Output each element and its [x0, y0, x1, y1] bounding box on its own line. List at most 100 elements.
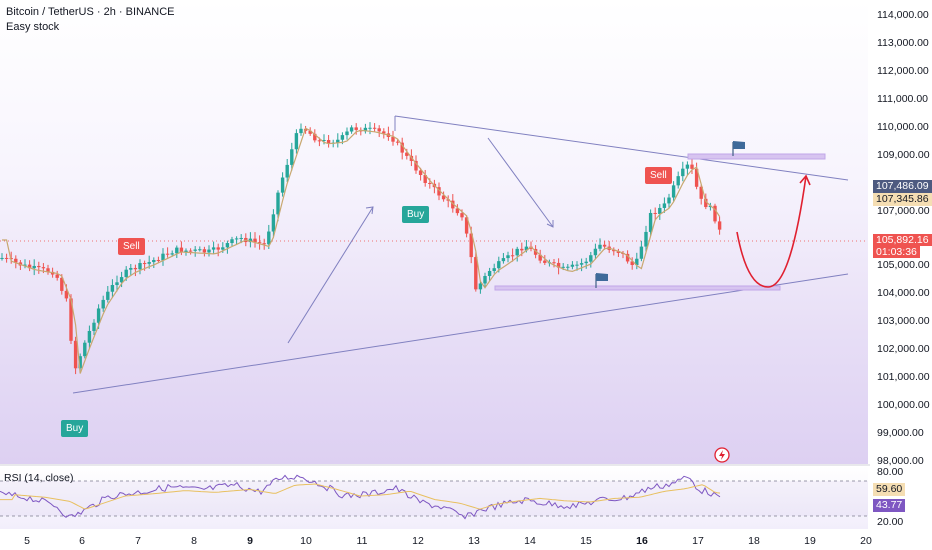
candle-body [336, 139, 340, 143]
candle-body [474, 257, 478, 290]
candle-body [455, 208, 460, 214]
candle-body [717, 221, 722, 230]
forecast-curve[interactable] [736, 175, 807, 288]
candle-body [492, 268, 496, 271]
price-tick: 103,000.00 [877, 315, 930, 327]
candle-body [326, 139, 331, 144]
support-trendline[interactable] [72, 273, 849, 394]
price-tick: 102,000.00 [877, 343, 930, 355]
rsi-tick: 80.00 [877, 466, 904, 478]
candle-body [322, 139, 326, 141]
candle-body [423, 175, 427, 183]
candle-body [681, 168, 685, 177]
up-arrowhead [365, 206, 374, 215]
candle-body [699, 186, 703, 199]
candle-body [515, 248, 519, 256]
candle-body [262, 243, 266, 245]
candle-body [179, 247, 184, 253]
candlesticks [0, 122, 722, 375]
candle-body [101, 299, 105, 309]
candle-body [147, 262, 151, 264]
candle-body [405, 152, 409, 156]
time-tick: 6 [79, 535, 85, 547]
time-tick: 19 [804, 535, 816, 547]
candle-body [280, 177, 285, 193]
sell-signal[interactable]: Sell [645, 167, 672, 184]
rsi-value: 43.77 [873, 499, 906, 512]
candle-body [561, 266, 565, 268]
candle-body [584, 261, 588, 264]
flag-icon[interactable] [733, 141, 745, 149]
resistance-trendline[interactable] [394, 115, 849, 181]
price-scale[interactable] [870, 0, 932, 550]
down-arrow[interactable] [487, 137, 554, 228]
candle-body [478, 283, 483, 290]
candle-body [317, 140, 322, 142]
candle-body [188, 250, 193, 252]
support-zone[interactable] [494, 285, 781, 291]
lightning-glyph [719, 450, 725, 460]
candle-body [589, 255, 593, 262]
rsi-ma-value: 59.60 [873, 483, 906, 496]
time-tick: 15 [580, 535, 592, 547]
candle-body [271, 214, 276, 232]
candle-body [248, 238, 253, 243]
candle-body [635, 258, 639, 265]
candle-body [602, 244, 607, 247]
candle-body [713, 205, 717, 222]
candle-body [60, 277, 64, 291]
candle-body [41, 267, 46, 269]
candle-body [653, 212, 657, 214]
candle-body [14, 258, 18, 263]
candle-body [414, 160, 418, 171]
main-chart-pane[interactable] [0, 0, 868, 464]
flag-icon[interactable] [596, 273, 608, 281]
candle-body [616, 251, 621, 253]
price-tick: 100,000.00 [877, 399, 930, 411]
moving-average-line [2, 127, 721, 374]
buy-signal[interactable]: Buy [402, 206, 430, 223]
candle-body [694, 168, 699, 187]
price-tick: 112,000.00 [877, 65, 929, 77]
candle-body [193, 249, 197, 251]
candle-body [225, 243, 230, 248]
price-tick: 99,000.00 [877, 427, 924, 439]
candle-body [552, 262, 556, 264]
up-arrow[interactable] [287, 206, 374, 344]
candle-body [267, 231, 271, 245]
candle-body [658, 207, 662, 214]
candle-body [285, 164, 289, 178]
buy-signal[interactable]: Buy [61, 420, 89, 437]
candle-body [239, 237, 243, 239]
price-label-ma: 107,345.86 [873, 193, 932, 206]
time-tick: 16 [636, 535, 648, 547]
candle-body [253, 238, 257, 243]
candle-body [625, 253, 630, 262]
candle-body [570, 264, 575, 267]
price-tick: 111,000.00 [877, 93, 928, 105]
candle-body [349, 127, 354, 132]
candle-body [313, 133, 317, 141]
price-tick: 114,000.00 [877, 9, 929, 21]
time-tick: 5 [24, 535, 30, 547]
candle-body [202, 249, 207, 253]
sell-signal[interactable]: Sell [118, 238, 145, 255]
candle-body [506, 255, 510, 259]
candle-body [92, 322, 96, 331]
candle-body [501, 258, 506, 262]
resistance-zone[interactable] [687, 153, 826, 160]
candle-body [497, 261, 501, 269]
candle-body [579, 263, 584, 265]
rsi-pane[interactable] [0, 466, 868, 529]
price-tick: 104,000.00 [877, 287, 930, 299]
candle-body [78, 356, 82, 369]
time-tick: 20 [860, 535, 872, 547]
pane-separator[interactable] [0, 464, 932, 466]
candle-body [428, 182, 432, 184]
candle-body [161, 253, 165, 261]
candle-body [142, 263, 147, 265]
candle-body [437, 187, 441, 196]
candle-body [110, 285, 115, 292]
candle-body [340, 135, 345, 140]
